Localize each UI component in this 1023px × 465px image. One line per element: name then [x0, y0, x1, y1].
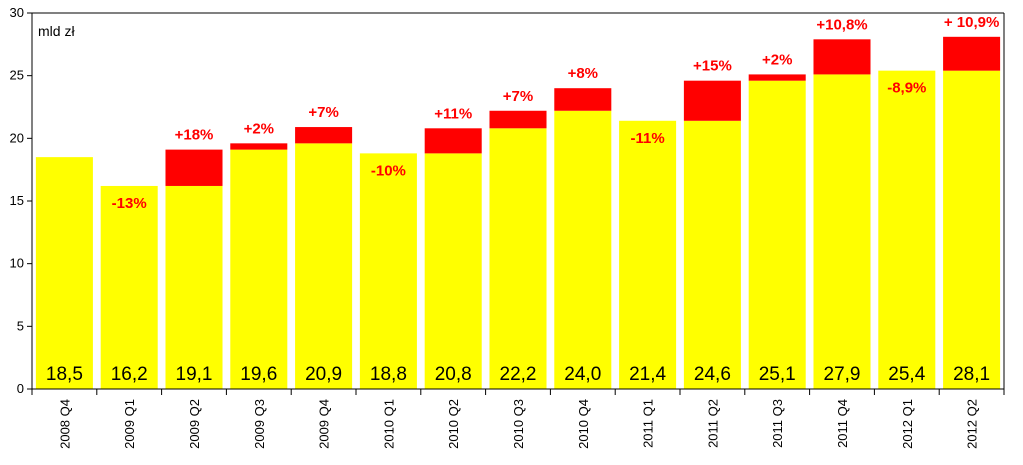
bar-base	[424, 153, 482, 389]
bar-increase	[165, 149, 223, 186]
bar-base	[943, 70, 1001, 390]
x-tick-label: 2010 Q4	[576, 399, 591, 449]
change-label: +15%	[693, 58, 732, 75]
change-label: +7%	[308, 104, 338, 121]
bar-base	[359, 153, 417, 389]
y-tick-label: 15	[10, 193, 24, 208]
value-label: 18,8	[370, 364, 407, 385]
bar-increase	[748, 74, 806, 81]
x-tick-label: 2010 Q1	[381, 399, 396, 449]
bar-increase	[295, 127, 353, 144]
value-label: 19,6	[240, 364, 277, 385]
x-tick-label: 2011 Q4	[835, 399, 850, 448]
bar-base	[554, 110, 612, 389]
bar-base	[878, 70, 936, 390]
x-tick-label: 2010 Q2	[446, 399, 461, 449]
change-label: +11%	[434, 105, 472, 122]
value-label: 24,0	[564, 364, 601, 385]
y-axis: 0 5 10 15 20 25 30	[10, 5, 1005, 396]
change-label: -8,9%	[887, 80, 926, 97]
value-label: 28,1	[953, 364, 990, 385]
bar-base	[230, 149, 288, 389]
x-tick-label: 2012 Q1	[900, 399, 915, 449]
bar-base	[748, 80, 806, 390]
change-label: -11%	[630, 130, 664, 147]
value-label: 20,8	[435, 364, 472, 385]
x-tick-label: 2010 Q3	[511, 399, 526, 449]
change-label: +8%	[568, 65, 598, 82]
bar-base	[165, 185, 223, 389]
x-axis: 2008 Q4 2009 Q1 2009 Q2 2009 Q3 2009 Q4 2010 …	[31, 388, 1005, 449]
value-label: 19,1	[176, 364, 213, 385]
value-label: 27,9	[824, 364, 861, 385]
value-label: 18,5	[46, 364, 83, 385]
change-label: +2%	[762, 51, 792, 68]
change-label: +10,8%	[816, 16, 867, 33]
x-tick-label: 2009 Q1	[122, 399, 137, 449]
bar-base	[619, 120, 677, 389]
bar-increase	[943, 36, 1001, 71]
x-tick-label: 2011 Q3	[770, 399, 785, 448]
value-label: 16,2	[111, 364, 148, 385]
change-label: +7%	[503, 88, 533, 105]
y-tick-label: 0	[17, 381, 24, 396]
bar-base	[489, 128, 547, 389]
value-label: 21,4	[629, 364, 666, 385]
value-label: 25,4	[888, 364, 925, 385]
change-label: -13%	[112, 195, 147, 212]
x-tick-label: 2009 Q4	[317, 399, 332, 449]
y-tick-label: 10	[10, 256, 24, 271]
bar-base	[35, 157, 93, 389]
x-tick-label: 2011 Q1	[641, 399, 656, 448]
bar-increase	[554, 88, 612, 111]
value-label: 25,1	[759, 364, 796, 385]
bar-base	[813, 74, 871, 389]
change-label: +2%	[244, 120, 274, 137]
bar-increase	[489, 110, 547, 129]
bar-base	[100, 185, 158, 389]
bar-increase	[683, 80, 741, 121]
bar-base	[295, 143, 353, 389]
bar-increase	[813, 39, 871, 75]
change-label: -10%	[371, 162, 406, 179]
bar-increase	[424, 128, 482, 154]
y-tick-label: 30	[10, 5, 24, 20]
value-label: 22,2	[500, 364, 537, 385]
change-label: +18%	[175, 127, 214, 144]
change-label: + 10,9%	[944, 14, 999, 31]
bar-increase	[230, 143, 288, 150]
value-label: 20,9	[305, 364, 342, 385]
unit-label: mld zł	[38, 23, 75, 39]
x-tick-label: 2011 Q2	[705, 399, 720, 448]
y-tick-label: 25	[10, 68, 24, 83]
x-tick-label: 2012 Q2	[965, 399, 980, 449]
x-tick-label: 2009 Q3	[252, 399, 267, 449]
bars	[35, 36, 1001, 390]
labels: 18,5 16,2 -13% 19,1 +18% 19,6 +2% 20,9 +7% 18,8 -1…	[46, 14, 999, 385]
bar-base	[683, 120, 741, 389]
x-tick-label: 2009 Q2	[187, 399, 202, 449]
y-tick-label: 5	[17, 318, 24, 333]
x-tick-label: 2008 Q4	[57, 399, 72, 449]
value-label: 24,6	[694, 364, 731, 385]
y-tick-label: 20	[10, 130, 24, 145]
